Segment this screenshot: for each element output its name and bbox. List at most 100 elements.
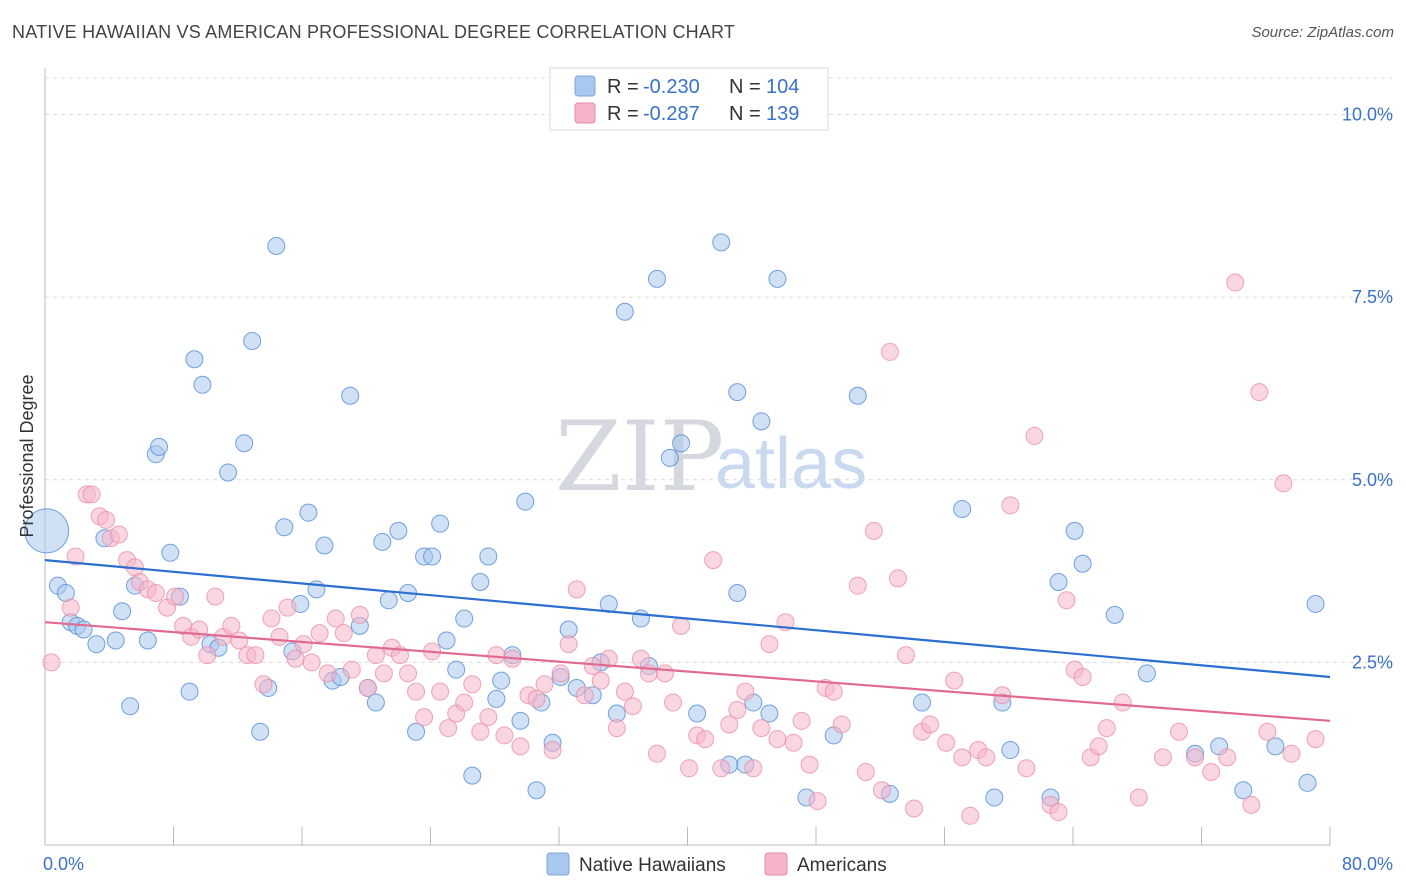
native-hawaiians-point (1234, 781, 1253, 800)
americans-point (872, 781, 891, 800)
americans-point (471, 722, 490, 741)
native-hawaiians-point (106, 631, 125, 650)
americans-point (768, 730, 787, 749)
legend-swatch-americans (574, 102, 596, 124)
americans-point (463, 675, 482, 694)
americans-point (1025, 426, 1044, 445)
native-hawaiians-point (366, 693, 385, 712)
native-hawaiians-point (752, 412, 771, 431)
native-hawaiians-point (243, 331, 262, 350)
americans-point (527, 689, 546, 708)
americans-point (511, 737, 530, 756)
americans-point (1001, 496, 1020, 515)
americans-point (1089, 737, 1108, 756)
americans-point (559, 635, 578, 654)
native-hawaiians-point (121, 697, 140, 716)
americans-point (961, 806, 980, 825)
native-hawaiians-point (511, 711, 530, 730)
americans-point (1153, 748, 1172, 767)
americans-point (712, 759, 731, 778)
americans-point (720, 715, 739, 734)
native-hawaiians-point (712, 233, 731, 252)
x-tick-label-max: 80.0% (1342, 854, 1393, 874)
americans-point (672, 616, 691, 635)
bottom-legend: Native Hawaiians Americans (546, 852, 887, 876)
series-americans (42, 273, 1325, 825)
americans-point (66, 547, 85, 566)
americans-point (599, 649, 618, 668)
americans-point (937, 733, 956, 752)
bottom-legend-swatch-native-hawaiians (546, 852, 570, 876)
americans-point (1226, 273, 1245, 292)
bottom-legend-swatch-americans (764, 852, 788, 876)
native-hawaiians-point (389, 521, 408, 540)
y-axis-title: Professional Degree (17, 374, 37, 537)
legend: R = -0.230 N = 104 R = -0.287 N = 139 (549, 67, 829, 131)
americans-point (856, 762, 875, 781)
americans-point (455, 693, 474, 712)
americans-point (832, 715, 851, 734)
americans-point (254, 675, 273, 694)
americans-point (607, 719, 626, 738)
americans-point (326, 609, 345, 628)
americans-point (535, 675, 554, 694)
americans-point (696, 730, 715, 749)
native-hawaiians-point (728, 383, 747, 402)
americans-point (206, 587, 225, 606)
native-hawaiians-point (985, 788, 1004, 807)
americans-point (1129, 788, 1148, 807)
legend-r-value-1: -0.230 (643, 76, 700, 98)
native-hawaiians-point (1001, 741, 1020, 760)
americans-point (342, 660, 361, 679)
native-hawaiians-point (1105, 605, 1124, 624)
native-hawaiians-point (1073, 554, 1092, 573)
americans-point (358, 678, 377, 697)
americans-point (656, 664, 675, 683)
native-hawaiians-point (615, 302, 634, 321)
americans-point (1202, 762, 1221, 781)
grid-lines (45, 77, 1392, 663)
native-hawaiians-point (161, 543, 180, 562)
americans-point (623, 697, 642, 716)
americans-point (350, 605, 369, 624)
americans-point (945, 671, 964, 690)
americans-point (487, 646, 506, 665)
native-hawaiians-point (760, 704, 779, 723)
legend-r-label-1: R = (607, 76, 639, 98)
native-hawaiians-point (1049, 573, 1068, 592)
americans-point (1250, 383, 1269, 402)
americans-point (921, 715, 940, 734)
native-hawaiians-point (315, 536, 334, 555)
americans-point (1242, 795, 1261, 814)
legend-n-value-1: 104 (766, 76, 799, 98)
americans-point (904, 799, 923, 818)
watermark-atlas: atlas (715, 424, 867, 504)
americans-point (310, 624, 329, 643)
native-hawaiians-point (527, 781, 546, 800)
americans-point (543, 741, 562, 760)
native-hawaiians-point (219, 463, 238, 482)
native-hawaiians-point (660, 448, 679, 467)
native-hawaiians-point (180, 682, 199, 701)
americans-point (166, 587, 185, 606)
americans-point (1170, 722, 1189, 741)
americans-point (880, 342, 899, 361)
native-hawaiians-point (463, 766, 482, 785)
native-hawaiians-point (516, 492, 535, 511)
americans-point (495, 726, 514, 745)
native-hawaiians-point (251, 722, 270, 741)
native-hawaiians-point (299, 503, 318, 522)
americans-point (407, 682, 426, 701)
native-hawaiians-point (447, 660, 466, 679)
y-tick-label: 5.0% (1352, 470, 1393, 490)
americans-point (302, 653, 321, 672)
americans-point (752, 719, 771, 738)
americans-point (222, 616, 241, 635)
americans-point (431, 682, 450, 701)
native-hawaiians-point (953, 499, 972, 518)
native-hawaiians-point (373, 532, 392, 551)
americans-point (567, 580, 586, 599)
americans-point (760, 635, 779, 654)
americans-point (270, 627, 289, 646)
native-hawaiians-point (728, 583, 747, 602)
